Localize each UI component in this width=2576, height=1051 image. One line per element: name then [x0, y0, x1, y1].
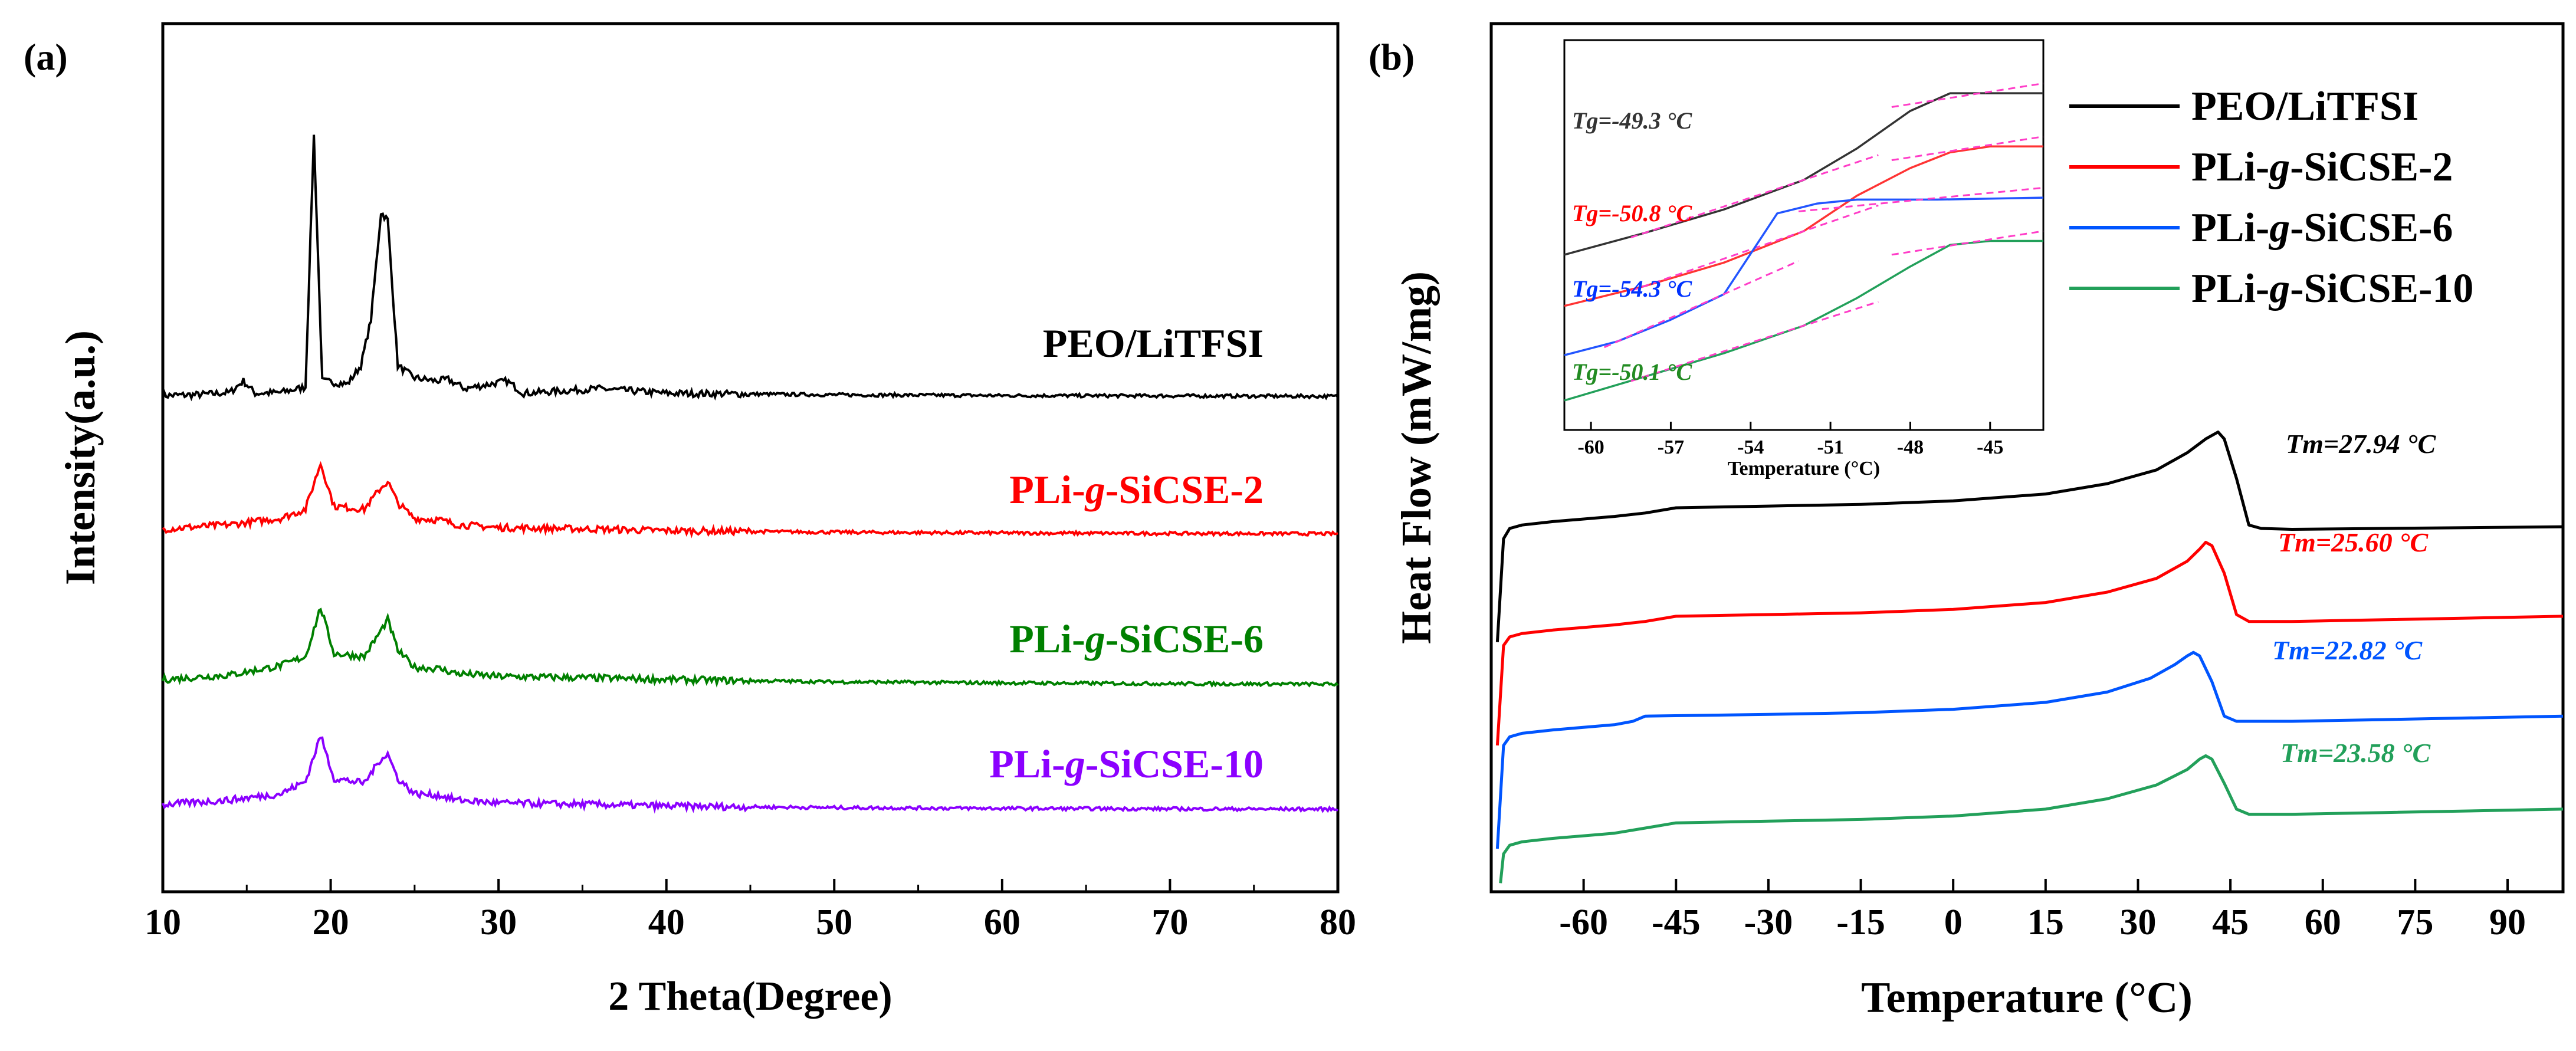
panel-b-x-axis: -60 -45 -30 -15 0 15 30 45 60 75 90 [1559, 879, 2526, 942]
tm-label-peo-litfsi: Tm=27.94 °C [2286, 429, 2436, 459]
dsc-trace-pli-g-sicse-10 [1499, 754, 2564, 884]
inset-tangent-lower [1630, 301, 1879, 382]
panel-a-label: (a) [24, 36, 68, 78]
inset-frame [1563, 39, 2045, 431]
legend-text-peo-litfsi: PEO/LiTFSI [2191, 84, 2419, 129]
tg-label-sicse-2: Tg=-50.8 °C [1572, 200, 1693, 226]
panel-a-x-tick-label: 60 [984, 902, 1020, 942]
xrd-trace-pli-g-sicse-10 [162, 736, 1339, 814]
tm-label-sicse-6: Tm=22.82 °C [2272, 635, 2423, 665]
panel-a-x-axis-label: 2 Theta(Degree) [608, 974, 892, 1019]
legend-text-sicse-2: PLi-g-SiCSE-2 [2191, 144, 2453, 190]
inset-x-axis-label: Temperature (°C) [1728, 458, 1880, 479]
panel-b-x-tick-label: 15 [2027, 902, 2064, 942]
panel-a-traces [162, 134, 1339, 814]
xrd-trace-pli-g-sicse-2 [162, 461, 1338, 538]
inset-tangent-upper [1891, 82, 2044, 108]
panel-a-x-tick-label: 10 [145, 902, 181, 942]
panel-b-x-tick-label: 75 [2397, 902, 2433, 942]
inset-tangent-lower [1630, 154, 1879, 239]
panel-a-x-tick-label: 20 [313, 902, 349, 942]
inset-x-axis: -60 -57 -54 -51 -48 -45 [1577, 422, 2003, 458]
inset-x-tick-label: -57 [1658, 436, 1684, 458]
panel-a-x-tick-label: 50 [816, 902, 852, 942]
panel-b-x-axis-label: Temperature (°C) [1861, 974, 2193, 1022]
inset-trace-pli-g-sicse-2 [1564, 145, 2043, 307]
panel-b-y-axis-label: Heat Flow (mW/mg) [1393, 271, 1440, 644]
panel-a-x-tick-label: 80 [1320, 902, 1356, 942]
panel-b-x-tick-label: 45 [2212, 902, 2249, 942]
panel-b-x-tick-label: 60 [2305, 902, 2341, 942]
panel-a-y-axis-label: Intensity(a.u.) [57, 330, 104, 585]
dsc-trace-peo-litfsi [1495, 431, 2564, 642]
legend-label-peo-litfsi: PEO/LiTFSI [1043, 321, 1264, 366]
legend-label-sicse-2: PLi-g-SiCSE-2 [1009, 467, 1264, 512]
legend-text-sicse-10: PLi-g-SiCSE-10 [2191, 266, 2473, 311]
inset-tangent-upper [1891, 230, 2044, 256]
inset-x-tick-label: -60 [1577, 436, 1604, 458]
panel-b-x-tick-label: 30 [2119, 902, 2156, 942]
panel-b-traces [1495, 431, 2564, 884]
legend-label-sicse-10: PLi-g-SiCSE-10 [989, 741, 1264, 786]
panel-a: (a) 10 20 30 40 50 60 70 80 2 Theta(Degree) Int… [24, 22, 1356, 1019]
panel-a-x-tick-label: 70 [1151, 902, 1188, 942]
legend-label-sicse-6: PLi-g-SiCSE-6 [1009, 616, 1264, 661]
dsc-trace-pli-g-sicse-2 [1495, 540, 2564, 746]
tg-label-sicse-6: Tg=-54.3 °C [1572, 275, 1693, 302]
tg-label-sicse-10: Tg=-50.1 °C [1572, 359, 1693, 385]
legend-text-sicse-6: PLi-g-SiCSE-6 [2191, 205, 2453, 251]
panel-b-x-tick-label: -30 [1744, 902, 1793, 942]
panel-b-x-tick-label: 0 [1944, 902, 1963, 942]
panel-b-x-tick-label: -15 [1836, 902, 1885, 942]
inset-x-tick-label: -45 [1977, 436, 2003, 458]
panel-b-label: (b) [1369, 36, 1415, 78]
xrd-trace-pli-g-sicse-6 [162, 607, 1339, 688]
inset-tangent-upper [1891, 136, 2044, 162]
panel-b-legend: PEO/LiTFSI PLi-g-SiCSE-2 PLi-g-SiCSE-6 P… [2069, 84, 2473, 311]
inset-tangent-lower [1604, 260, 1799, 349]
inset-x-tick-label: -51 [1817, 436, 1843, 458]
panel-b-x-tick-label: -60 [1559, 902, 1608, 942]
tm-label-sicse-10: Tm=23.58 °C [2280, 738, 2431, 768]
inset-trace-pli-g-sicse-6 [1564, 196, 2044, 356]
xrd-trace-peo-litfsi [162, 134, 1339, 402]
panel-b-x-tick-label: 90 [2489, 902, 2526, 942]
inset-x-tick-label: -48 [1897, 436, 1924, 458]
panel-a-x-tick-label: 30 [480, 902, 517, 942]
panel-a-x-tick-label: 40 [648, 902, 685, 942]
tm-label-sicse-2: Tm=25.60 °C [2278, 527, 2429, 557]
tg-inset: -60 -57 -54 -51 -48 -45 Temperature (°C) Tg=-… [1563, 39, 2045, 479]
panel-b-plot-frame [1489, 22, 2565, 894]
inset-tangent-upper [1798, 186, 2044, 212]
panel-b: (b) -60 -45 -30 -15 0 15 30 45 60 75 90 Temperatur… [1369, 22, 2565, 1022]
dsc-trace-pli-g-sicse-6 [1495, 651, 2564, 849]
panel-b-x-tick-label: -45 [1652, 902, 1701, 942]
tg-label-peo-litfsi: Tg=-49.3 °C [1572, 107, 1693, 134]
inset-x-tick-label: -54 [1737, 436, 1764, 458]
panel-a-x-axis: 10 20 30 40 50 60 70 80 [145, 879, 1356, 942]
inset-traces [1564, 82, 2044, 402]
